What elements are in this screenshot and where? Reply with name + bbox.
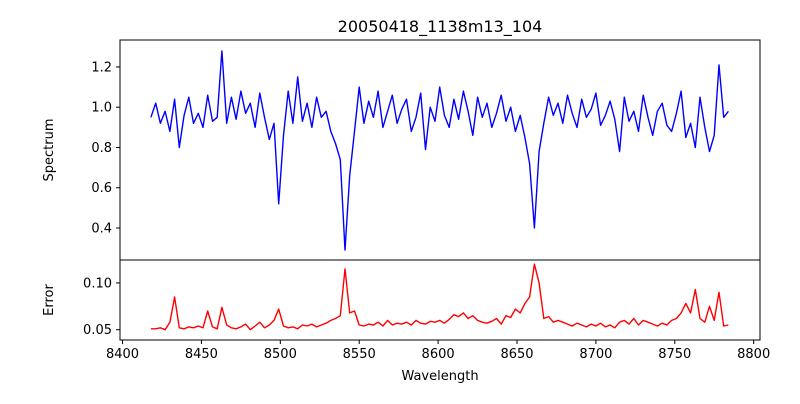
spectrum-ylabel: Spectrum [42,119,57,182]
x-tick-label: 8550 [343,347,376,362]
error-line [150,263,729,331]
x-tick-label: 8450 [185,347,218,362]
spectrum-axes: 0.4 0.6 0.8 1.0 1.2 [91,39,761,261]
x-tick-label: 8600 [422,347,455,362]
error-axes: 0.05 0.10 8400 8450 8500 8550 8600 8650 8700 8750… [83,259,770,362]
y-tick-label: 0.6 [91,181,112,196]
y-tick-label: 0.4 [91,221,112,236]
axes-frame [119,259,761,341]
y-tick-label: 1.2 [91,60,112,75]
x-tick-label: 8800 [737,347,770,362]
y-tick-label: 1.0 [91,101,112,116]
y-tick-label: 0.10 [83,276,112,291]
chart-title: 20050418_1138m13_104 [338,17,543,37]
spectrum-line [150,50,729,251]
x-tick-label: 8500 [264,347,297,362]
axes-frame [119,39,761,261]
x-tick-label: 8650 [500,347,533,362]
x-tick-label: 8400 [106,347,139,362]
y-tick-label: 0.05 [83,323,112,338]
x-axis-label: Wavelength [401,369,478,384]
x-tick-label: 8750 [658,347,691,362]
x-tick-label: 8700 [579,347,612,362]
error-ylabel: Error [42,284,57,316]
y-tick-label: 0.8 [91,141,112,156]
